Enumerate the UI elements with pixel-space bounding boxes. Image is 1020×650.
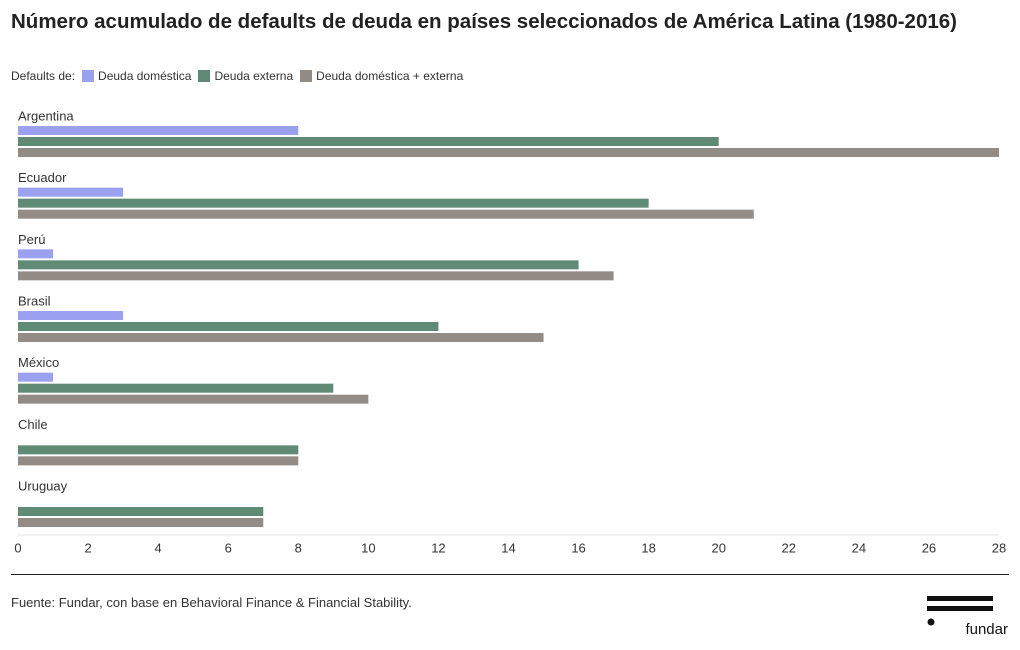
legend-label: Deuda doméstica + externa [316, 69, 464, 83]
legend-title: Defaults de: [11, 69, 76, 83]
bar [18, 137, 719, 146]
x-tick-label: 10 [361, 540, 375, 555]
logo: fundar [927, 596, 1008, 638]
bar [18, 456, 299, 466]
chart-title: Número acumulado de defaults de deuda en… [11, 10, 957, 33]
bar [18, 445, 299, 455]
bar [18, 383, 334, 393]
bar [18, 518, 264, 528]
bar [18, 209, 754, 219]
x-tick-label: 8 [295, 540, 302, 555]
x-tick-label: 22 [782, 540, 796, 555]
bar [18, 198, 649, 208]
category-label: Uruguay [18, 478, 68, 493]
bar [18, 507, 264, 517]
legend-swatch [300, 70, 313, 82]
bar [18, 311, 124, 321]
category-label: Argentina [18, 108, 74, 123]
bar [18, 126, 299, 135]
category-label: Perú [18, 232, 45, 247]
bar [18, 271, 614, 281]
x-tick-label: 6 [225, 540, 232, 555]
x-tick-label: 16 [571, 540, 585, 555]
logo-text: fundar [965, 621, 1008, 638]
x-tick-label: 18 [641, 540, 655, 555]
x-tick-label: 28 [992, 540, 1006, 555]
bar [18, 249, 54, 259]
logo-bar [927, 596, 993, 601]
bar [18, 333, 544, 343]
bar [18, 372, 54, 382]
x-tick-label: 26 [922, 540, 936, 555]
logo-dot [927, 618, 935, 626]
legend-swatch [198, 70, 211, 82]
x-tick-label: 0 [14, 540, 21, 555]
bar [18, 394, 369, 404]
legend-label: Deuda externa [214, 69, 294, 83]
x-tick-label: 4 [155, 540, 162, 555]
category-label: Chile [18, 417, 48, 432]
category-label: Ecuador [18, 170, 67, 185]
legend: Defaults de: Deuda doméstica Deuda extern… [11, 69, 463, 83]
source: Fuente: Fundar, con base en Behavioral F… [11, 595, 412, 610]
x-tick-label: 24 [852, 540, 866, 555]
bar [18, 187, 124, 197]
logo-bar [927, 606, 993, 611]
bar [18, 148, 999, 157]
category-label: México [18, 355, 59, 370]
bar [18, 322, 439, 332]
legend-label: Deuda doméstica [98, 69, 192, 83]
bar [18, 260, 579, 270]
category-label: Brasil [18, 293, 51, 308]
x-tick-label: 2 [84, 540, 91, 555]
x-tick-label: 14 [501, 540, 515, 555]
x-tick-label: 12 [431, 540, 445, 555]
x-tick-label: 20 [711, 540, 725, 555]
legend-swatch [82, 70, 95, 82]
